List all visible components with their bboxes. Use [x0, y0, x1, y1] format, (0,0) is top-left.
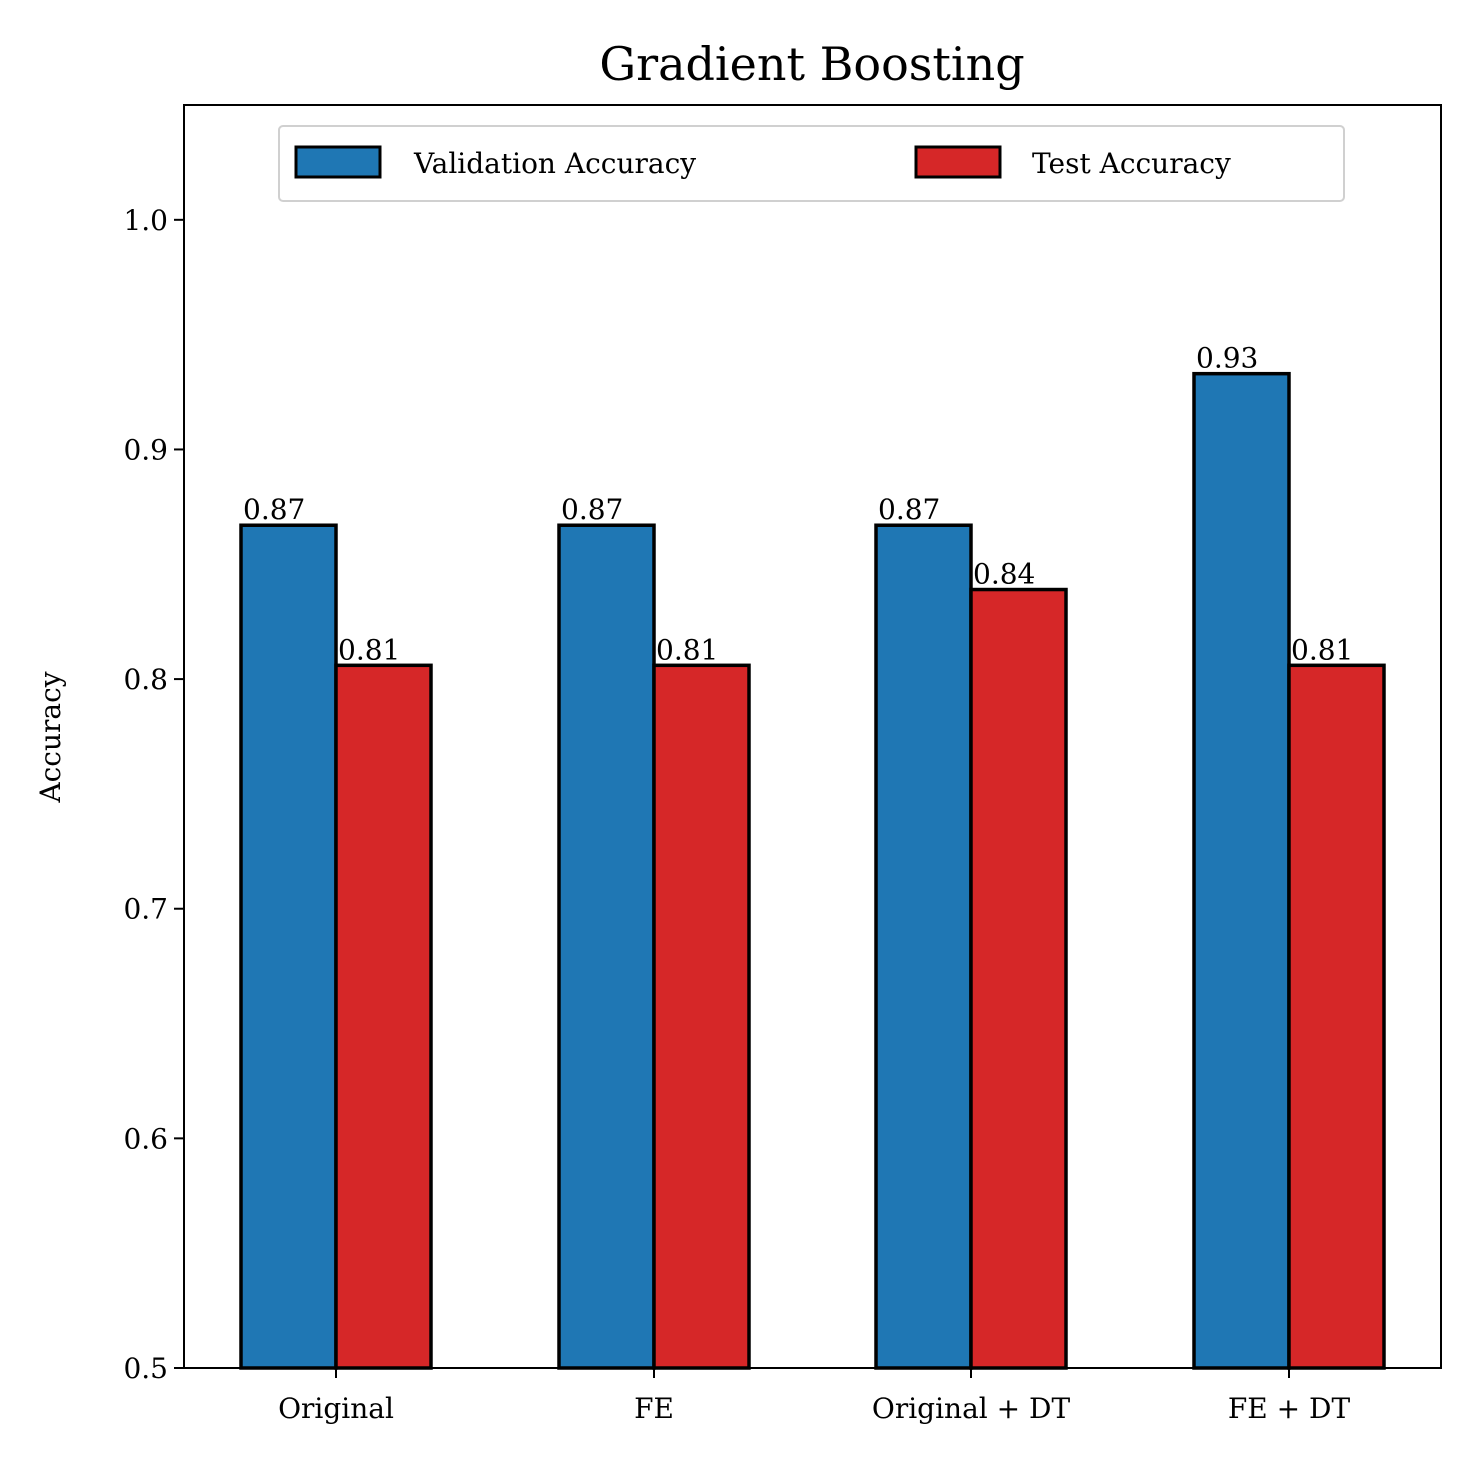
data-label: 0.87	[561, 493, 623, 526]
legend-label: Test Accuracy	[1032, 147, 1231, 180]
bar-validation-3	[1192, 371, 1291, 1370]
x-tick-label: Original	[278, 1392, 394, 1425]
plot-frame	[183, 104, 1442, 1369]
legend-box	[278, 125, 1345, 202]
bar-validation-1	[557, 523, 656, 1370]
legend-swatch-test	[914, 145, 1002, 179]
data-label: 0.81	[1291, 633, 1353, 666]
bar-test-0	[334, 663, 433, 1370]
y-tick-label: 0.5	[123, 1352, 168, 1385]
y-tick-label: 0.8	[123, 663, 168, 696]
data-label: 0.87	[243, 493, 305, 526]
y-tick-label: 0.7	[123, 893, 168, 926]
data-label: 0.81	[338, 633, 400, 666]
bar-test-1	[652, 663, 751, 1370]
y-tick-label: 0.9	[123, 433, 168, 466]
x-tick-label: Original + DT	[872, 1392, 1071, 1425]
bar-test-3	[1287, 663, 1386, 1370]
bar-validation-0	[239, 523, 338, 1370]
bar-validation-2	[874, 523, 973, 1370]
y-tick-label: 0.6	[123, 1122, 168, 1155]
x-tick-label: FE + DT	[1228, 1392, 1351, 1425]
chart-title: Gradient Boosting	[599, 37, 1024, 91]
bar-test-2	[969, 587, 1068, 1370]
x-tick-label: FE	[634, 1392, 674, 1425]
y-tick-label: 1.0	[123, 204, 168, 237]
y-axis-label: Accuracy	[34, 671, 67, 803]
data-label: 0.84	[973, 558, 1035, 591]
data-label: 0.81	[656, 633, 718, 666]
plot-area: 0.5 0.6 0.7 0.8 0.9 1.0 0.87 0.87 0.87 0.93 0.81 0.…	[123, 104, 1442, 1425]
data-label: 0.93	[1196, 342, 1258, 375]
legend-swatch-validation	[294, 145, 382, 179]
data-label: 0.87	[878, 493, 940, 526]
legend-label: Validation Accuracy	[413, 147, 696, 180]
